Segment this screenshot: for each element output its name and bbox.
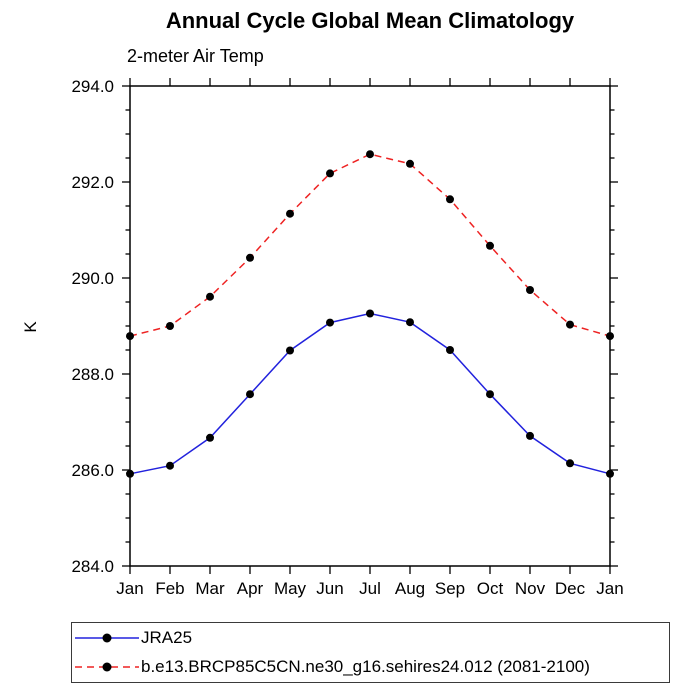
data-point bbox=[566, 459, 574, 468]
x-tick-label: Nov bbox=[515, 579, 546, 598]
data-point bbox=[526, 431, 534, 440]
x-tick-label: Dec bbox=[555, 579, 586, 598]
data-point bbox=[606, 332, 614, 341]
y-tick-label: 290.0 bbox=[71, 269, 114, 288]
x-tick-label: Oct bbox=[477, 579, 504, 598]
legend-sample-line-0 bbox=[75, 633, 139, 643]
x-tick-label: Jul bbox=[359, 579, 381, 598]
legend: JRA25 b.e13.BRCP85C5CN.ne30_g16.sehires2… bbox=[71, 622, 670, 683]
x-tick-label: Jan bbox=[596, 579, 623, 598]
data-point bbox=[206, 292, 214, 301]
x-tick-label: Apr bbox=[237, 579, 264, 598]
data-point bbox=[406, 159, 414, 168]
data-point bbox=[286, 209, 294, 218]
y-tick-label: 292.0 bbox=[71, 173, 114, 192]
x-axis-month-labels: Jan Feb Mar Apr May Jun Jul Aug Sep Oct Nov Dec Jan bbox=[116, 579, 623, 598]
data-point bbox=[566, 320, 574, 329]
y-axis-ticks bbox=[122, 85, 618, 567]
legend-sample-line-1 bbox=[75, 662, 139, 672]
data-point bbox=[486, 241, 494, 250]
y-axis-title: K bbox=[21, 321, 40, 333]
y-tick-label: 286.0 bbox=[71, 461, 114, 480]
data-point bbox=[166, 461, 174, 470]
data-point bbox=[446, 346, 454, 354]
y-tick-label: 294.0 bbox=[71, 77, 114, 96]
data-point bbox=[606, 469, 614, 478]
data-point bbox=[326, 318, 334, 327]
x-tick-label: Sep bbox=[435, 579, 465, 598]
y-tick-label: 288.0 bbox=[71, 365, 114, 384]
data-point bbox=[326, 169, 334, 178]
data-point bbox=[246, 390, 254, 399]
data-point bbox=[126, 332, 134, 341]
data-point bbox=[526, 286, 534, 294]
legend-row-jra25: JRA25 bbox=[72, 625, 669, 651]
chart-title: Annual Cycle Global Mean Climatology bbox=[165, 8, 575, 33]
legend-label-1: b.e13.BRCP85C5CN.ne30_g16.sehires24.012 … bbox=[141, 656, 590, 676]
plot-frame bbox=[129, 85, 611, 567]
x-tick-label: May bbox=[274, 579, 307, 598]
data-point bbox=[486, 390, 494, 399]
legend-row-model: b.e13.BRCP85C5CN.ne30_g16.sehires24.012 … bbox=[72, 654, 669, 680]
series-line-1 bbox=[129, 153, 611, 337]
series-line-0 bbox=[129, 312, 611, 475]
x-tick-label: Aug bbox=[395, 579, 425, 598]
y-axis-tick-labels: 284.0 286.0 288.0 290.0 292.0 294.0 bbox=[71, 77, 114, 576]
data-point bbox=[446, 195, 454, 204]
x-tick-label: Mar bbox=[195, 579, 225, 598]
data-point bbox=[166, 322, 174, 330]
x-tick-label: Jan bbox=[116, 579, 143, 598]
data-point bbox=[286, 346, 294, 355]
data-series bbox=[126, 150, 614, 478]
data-point bbox=[406, 318, 414, 327]
data-point bbox=[206, 433, 214, 442]
x-axis-ticks bbox=[129, 78, 611, 574]
chart-subtitle: 2-meter Air Temp bbox=[127, 46, 264, 66]
data-point bbox=[246, 253, 254, 262]
y-tick-label: 284.0 bbox=[71, 557, 114, 576]
data-point bbox=[126, 469, 134, 478]
data-point bbox=[366, 150, 374, 159]
plot-area: 284.0 286.0 288.0 290.0 292.0 294.0 Jan Feb Mar… bbox=[21, 77, 624, 598]
legend-label-0: JRA25 bbox=[141, 628, 193, 648]
x-tick-label: Feb bbox=[155, 579, 184, 598]
x-tick-label: Jun bbox=[316, 579, 343, 598]
data-point bbox=[366, 309, 374, 318]
